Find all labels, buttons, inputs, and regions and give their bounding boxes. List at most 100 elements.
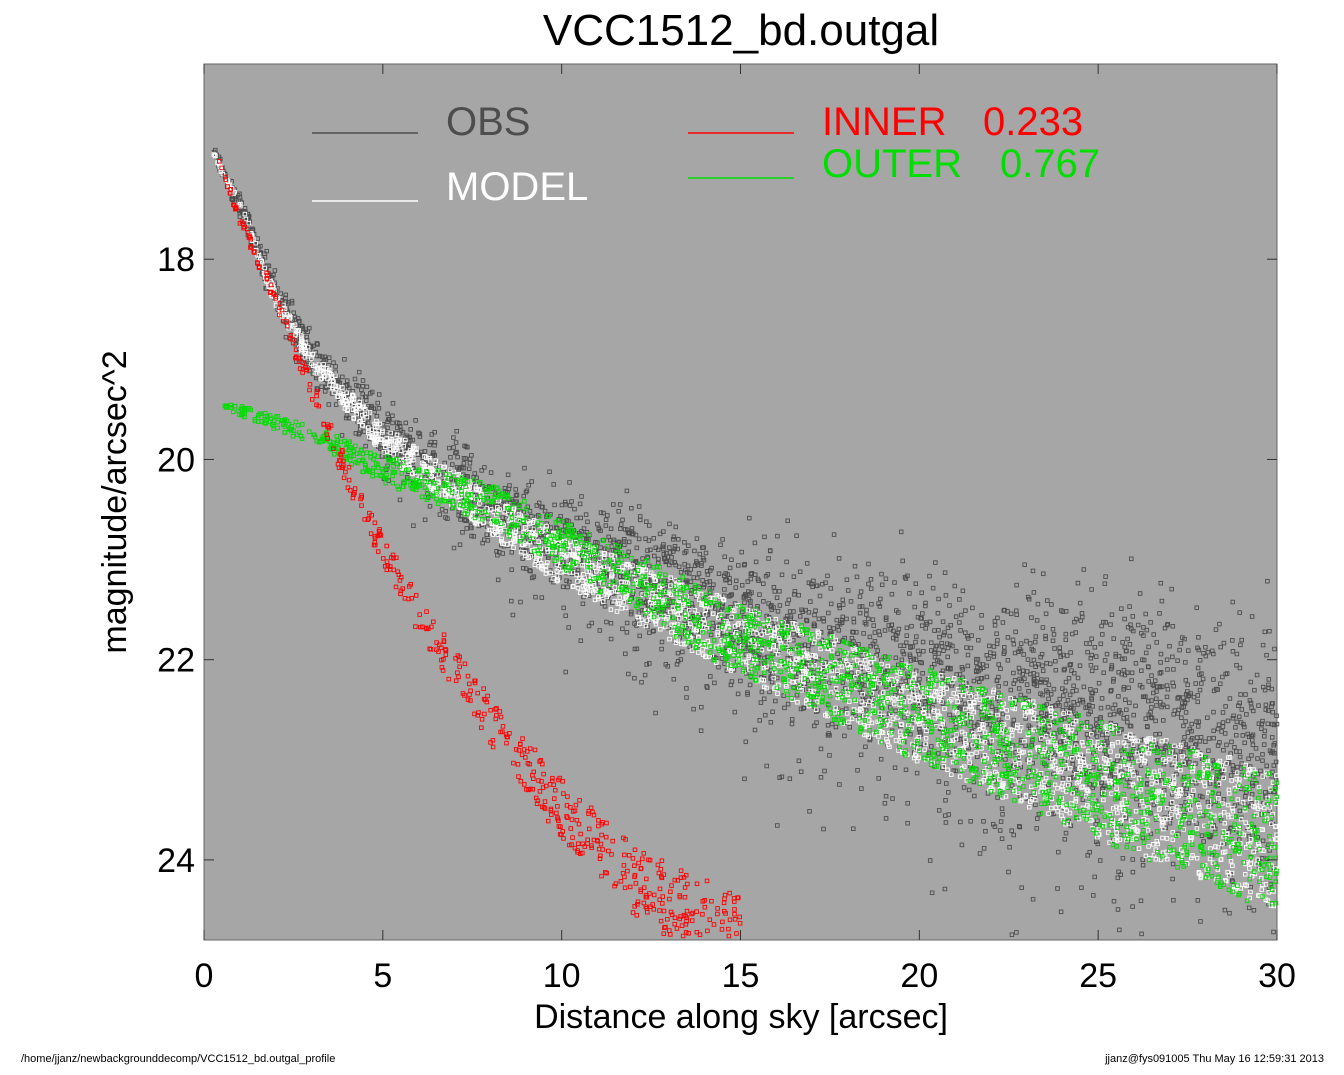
obs-point bbox=[462, 517, 467, 522]
obs-point bbox=[1228, 773, 1234, 778]
obs-point bbox=[1003, 681, 1008, 686]
obs-point bbox=[1230, 638, 1235, 643]
obs-point bbox=[1175, 696, 1180, 701]
obs-point bbox=[826, 610, 831, 616]
obs-point bbox=[1269, 735, 1275, 740]
obs-point bbox=[458, 517, 463, 522]
obs-point bbox=[953, 648, 959, 654]
obs-point bbox=[620, 517, 625, 523]
obs-point bbox=[539, 595, 545, 600]
obs-point bbox=[1097, 858, 1103, 863]
obs-point bbox=[520, 565, 526, 571]
obs-point bbox=[869, 601, 874, 607]
obs-point bbox=[699, 704, 704, 710]
obs-point bbox=[1164, 740, 1170, 746]
obs-point bbox=[1263, 707, 1269, 712]
obs-point bbox=[1089, 652, 1095, 658]
obs-point bbox=[1159, 684, 1165, 689]
obs-point bbox=[689, 630, 694, 635]
obs-point bbox=[1195, 665, 1201, 671]
obs-point bbox=[984, 722, 989, 727]
obs-point bbox=[1127, 642, 1133, 647]
obs-point bbox=[1145, 724, 1150, 730]
obs-point bbox=[999, 836, 1005, 841]
obs-point bbox=[672, 560, 677, 565]
obs-point bbox=[675, 616, 681, 622]
obs-point bbox=[1109, 612, 1115, 617]
obs-point bbox=[1009, 932, 1015, 937]
obs-point bbox=[961, 785, 967, 790]
obs-point bbox=[1215, 726, 1221, 732]
obs-point bbox=[1143, 716, 1149, 721]
obs-point bbox=[1005, 658, 1011, 663]
obs-point bbox=[861, 631, 866, 636]
obs-point bbox=[563, 502, 568, 507]
obs-point bbox=[938, 660, 944, 666]
obs-point bbox=[716, 664, 721, 670]
obs-point bbox=[1066, 675, 1072, 681]
obs-point bbox=[718, 542, 723, 548]
obs-point bbox=[851, 619, 857, 625]
obs-point bbox=[905, 674, 911, 679]
obs-point bbox=[994, 631, 999, 636]
obs-point bbox=[704, 684, 709, 689]
obs-point bbox=[563, 613, 568, 618]
obs-point bbox=[1067, 692, 1073, 698]
obs-point bbox=[708, 674, 713, 679]
obs-point bbox=[455, 454, 460, 460]
obs-point bbox=[1217, 740, 1222, 745]
obs-point bbox=[1190, 736, 1195, 741]
obs-point bbox=[1178, 641, 1184, 646]
obs-point bbox=[1033, 802, 1038, 808]
obs-point bbox=[935, 610, 941, 616]
obs-point bbox=[1084, 732, 1090, 737]
obs-point bbox=[343, 415, 349, 421]
obs-point bbox=[1248, 700, 1254, 706]
obs-point bbox=[1234, 749, 1239, 754]
obs-point bbox=[862, 683, 867, 688]
obs-point bbox=[1210, 758, 1216, 763]
obs-point bbox=[1022, 562, 1027, 567]
obs-point bbox=[451, 435, 456, 440]
obs-point bbox=[651, 628, 656, 634]
obs-point bbox=[1271, 750, 1277, 756]
obs-point bbox=[923, 600, 928, 606]
obs-point bbox=[1269, 701, 1275, 706]
obs-point bbox=[1203, 739, 1208, 744]
obs-point bbox=[346, 415, 352, 421]
obs-point bbox=[688, 567, 694, 572]
obs-point bbox=[1243, 692, 1248, 697]
obs-point bbox=[745, 690, 750, 695]
obs-point bbox=[390, 401, 396, 406]
obs-point bbox=[971, 678, 977, 684]
obs-point bbox=[671, 534, 677, 540]
obs-point bbox=[459, 464, 465, 470]
obs-point bbox=[1125, 670, 1130, 675]
obs-point bbox=[1102, 783, 1107, 789]
obs-point bbox=[1185, 730, 1191, 735]
obs-point bbox=[1170, 876, 1175, 882]
obs-point bbox=[1101, 619, 1106, 625]
obs-point bbox=[451, 545, 457, 551]
obs-point bbox=[636, 536, 642, 542]
obs-point bbox=[1266, 677, 1272, 682]
obs-point bbox=[1195, 693, 1201, 698]
obs-point bbox=[847, 724, 852, 730]
obs-point bbox=[1111, 679, 1116, 684]
obs-point bbox=[825, 573, 830, 579]
obs-point bbox=[1127, 700, 1132, 706]
obs-point bbox=[1146, 664, 1151, 670]
obs-point bbox=[413, 418, 418, 423]
obs-point bbox=[608, 620, 614, 626]
obs-point bbox=[544, 521, 549, 526]
obs-point bbox=[828, 601, 834, 607]
obs-point bbox=[1093, 665, 1099, 671]
obs-point bbox=[1211, 709, 1216, 715]
obs-point bbox=[1014, 930, 1019, 935]
obs-point bbox=[1197, 658, 1203, 663]
obs-point bbox=[597, 628, 603, 633]
obs-point bbox=[1023, 716, 1028, 721]
obs-point bbox=[828, 586, 834, 591]
obs-point bbox=[686, 543, 691, 548]
obs-point bbox=[663, 662, 669, 667]
